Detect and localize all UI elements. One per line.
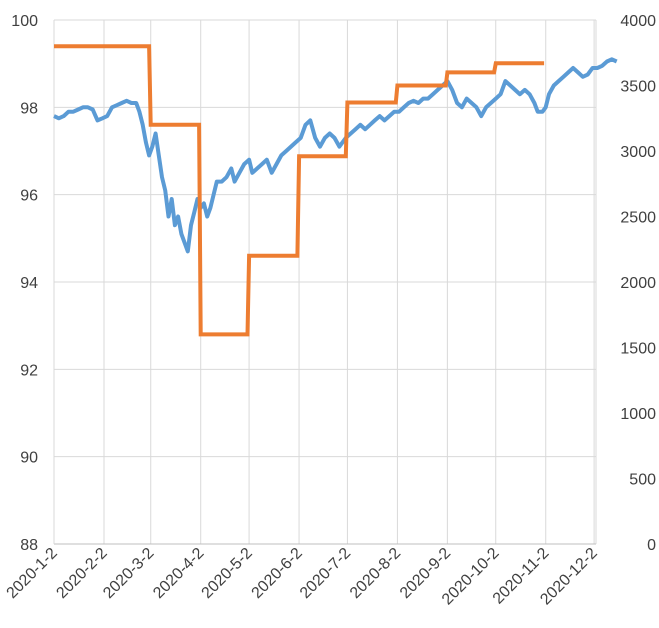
left-tick-label: 94 xyxy=(20,275,38,292)
series-line-right-axis xyxy=(54,44,545,337)
right-tick-label: 2500 xyxy=(620,210,656,227)
right-tick-label: 500 xyxy=(629,472,656,489)
x-axis-ticks: 2020-1-22020-2-22020-3-22020-4-22020-5-2… xyxy=(4,545,601,609)
right-axis-ticks: 0 500 1000 1500 2000 2500 3000 3500 4000 xyxy=(620,13,656,554)
x-tick-label: 2020-3-2 xyxy=(100,545,157,602)
series-line-left-axis xyxy=(53,57,618,254)
right-tick-label: 3000 xyxy=(620,144,656,161)
right-tick-label: 1000 xyxy=(620,406,656,423)
right-tick-label: 2000 xyxy=(620,275,656,292)
left-tick-label: 90 xyxy=(20,450,38,467)
plot-area xyxy=(53,44,618,337)
left-tick-label: 88 xyxy=(20,537,38,554)
left-axis-ticks: 88 90 92 94 96 98 100 xyxy=(11,13,38,554)
gridlines xyxy=(53,19,597,545)
x-tick-label: 2020-4-2 xyxy=(150,545,207,602)
x-tick-label: 2020-6-2 xyxy=(249,545,306,602)
right-tick-label: 1500 xyxy=(620,341,656,358)
x-tick-label: 2020-7-2 xyxy=(297,545,354,602)
left-tick-label: 98 xyxy=(20,100,38,117)
x-tick-label: 2020-5-2 xyxy=(199,545,256,602)
right-tick-label: 4000 xyxy=(620,13,656,30)
left-tick-label: 100 xyxy=(11,13,38,30)
x-tick-label: 2020-8-2 xyxy=(347,545,404,602)
left-tick-label: 96 xyxy=(20,188,38,205)
left-tick-label: 92 xyxy=(20,362,38,379)
right-tick-label: 3500 xyxy=(620,79,656,96)
right-tick-label: 0 xyxy=(647,537,656,554)
